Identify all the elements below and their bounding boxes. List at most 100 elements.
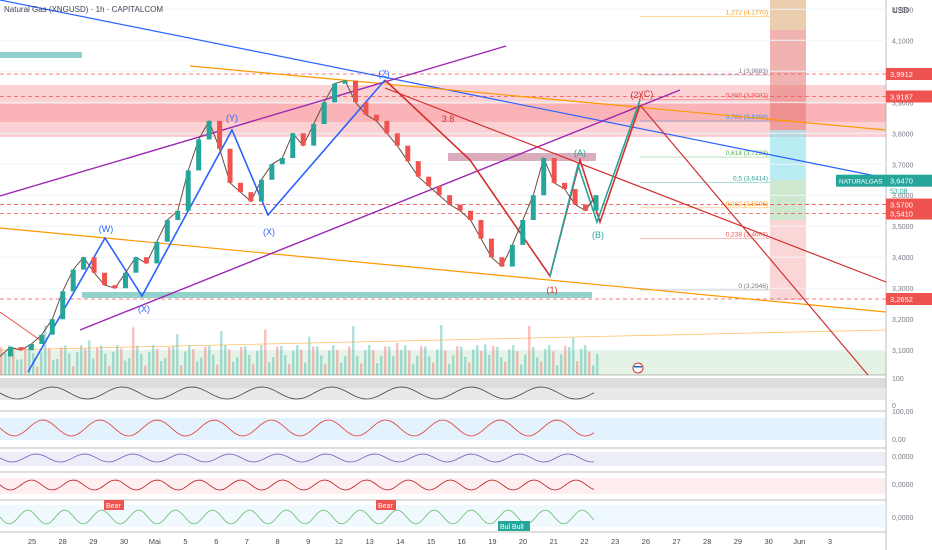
volume-bar <box>232 361 235 375</box>
y-tick-label: 3,4000 <box>892 255 914 262</box>
pane1-band-lower <box>0 388 886 400</box>
volume-bar <box>4 352 7 375</box>
indicator-line <box>0 419 595 437</box>
purple-channel-bottom <box>79 89 681 331</box>
candle <box>321 102 327 124</box>
volume-bar <box>96 347 99 375</box>
wave-label: (A) <box>574 148 586 158</box>
candle <box>217 120 223 149</box>
signal-badge <box>498 521 518 531</box>
signal-label: Bull <box>512 524 524 531</box>
volume-bar <box>276 346 279 375</box>
volume-bar <box>16 359 19 375</box>
volume-bar <box>192 349 195 375</box>
volume-bar <box>512 345 515 375</box>
volume-bar <box>244 345 247 375</box>
candle <box>91 257 97 273</box>
volume-bar <box>448 363 451 375</box>
wave-label: (1) <box>547 285 558 295</box>
candle <box>415 161 421 177</box>
volume-bar <box>532 346 535 375</box>
volume-bar <box>184 351 187 375</box>
volume-bar <box>208 345 211 375</box>
fib-label: 0,238 (3,4603) <box>726 232 768 239</box>
candle <box>342 80 348 84</box>
purple-channel-top <box>0 45 507 197</box>
candle <box>227 148 233 183</box>
volume-bar <box>572 337 575 375</box>
time-axis: 25 28 29 30 Mai 5 6 7 8 9 12 13 14 15 16 19 20 21 22 23 26 27… <box>28 537 832 546</box>
candle <box>154 241 160 264</box>
volume-bar <box>0 347 3 375</box>
volume-bar <box>516 351 519 375</box>
candle <box>70 269 76 292</box>
volume-bar <box>112 351 115 375</box>
volume-bar <box>240 346 243 375</box>
indicator-line <box>0 386 595 400</box>
volume-bar <box>484 344 487 375</box>
candle <box>81 257 87 270</box>
volume-bar <box>580 348 583 375</box>
volume-bar <box>220 331 223 375</box>
volume-bar <box>476 345 479 375</box>
volume-bar <box>212 354 215 375</box>
projection-pink-zone <box>770 220 806 300</box>
volume-bar <box>500 357 503 375</box>
price-tag-bg <box>886 293 932 306</box>
wave-label: (Y) <box>226 113 238 123</box>
pane1-band <box>0 378 886 388</box>
countdown-label: 53:08 <box>890 189 908 196</box>
volume-bar <box>432 362 435 375</box>
volume-bar <box>392 356 395 375</box>
x-tick-label: 20 <box>519 537 527 546</box>
volume-bar <box>128 358 131 375</box>
candle <box>520 220 526 245</box>
volume-bar <box>492 345 495 375</box>
y-tick-label: 3,6000 <box>892 193 914 200</box>
us-flag-icon[interactable] <box>632 362 644 374</box>
candle <box>332 83 338 103</box>
candle <box>572 189 578 205</box>
price-tag-bg <box>886 68 932 81</box>
candle <box>394 133 400 146</box>
indicator-line <box>0 479 595 491</box>
volume-bar <box>564 345 567 375</box>
volume-bar <box>164 357 167 375</box>
volume-bar <box>468 362 471 375</box>
indicator-tick-label: 0,0000 <box>892 454 914 461</box>
projection-cyan-zone <box>770 130 806 180</box>
y-tick-label: 3,1000 <box>892 348 914 355</box>
volume-bar <box>332 345 335 375</box>
volume-bar <box>144 365 147 375</box>
candle <box>457 204 463 211</box>
candle <box>112 285 118 289</box>
chart-title: Natural Gas (XNGUSD) · 1h · CAPITALCOM <box>4 5 163 14</box>
x-tick-label: 8 <box>275 537 279 546</box>
volume-bar <box>148 351 151 375</box>
volume-bar <box>456 346 459 375</box>
volume-bar <box>344 356 347 375</box>
candle <box>248 192 254 202</box>
volume-bar <box>356 355 359 375</box>
volume-bar <box>48 348 51 375</box>
y-tick-label: 3,9000 <box>892 100 914 107</box>
volume-bar <box>52 359 55 375</box>
volume-bar <box>396 342 399 375</box>
volume-bar <box>528 325 531 375</box>
signal-badge <box>376 500 396 510</box>
x-tick-label: 21 <box>550 537 558 546</box>
indicator-tick-label: 100,00 <box>892 409 914 416</box>
candle <box>311 123 317 146</box>
wave-label: (B) <box>592 230 604 240</box>
volume-bar <box>364 350 367 375</box>
red-left-line <box>0 311 41 341</box>
fib-label: 0,382 (3,5596) <box>726 201 768 208</box>
volume-bar <box>104 353 107 375</box>
x-tick-label: 28 <box>59 537 67 546</box>
volume-bar <box>12 348 15 375</box>
volume-bar <box>132 327 135 375</box>
volume-bar <box>188 345 191 375</box>
volume-bar <box>428 356 431 375</box>
volume-bar <box>544 349 547 375</box>
